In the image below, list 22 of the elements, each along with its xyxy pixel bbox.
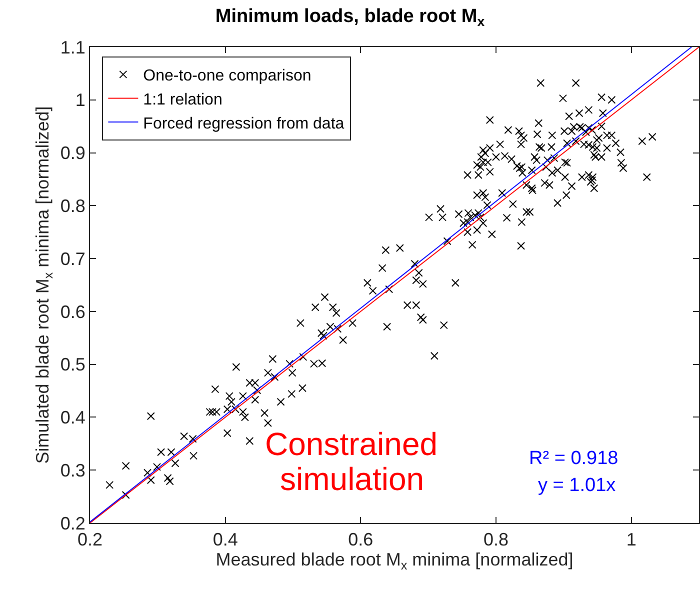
legend-label: Forced regression from data: [143, 115, 344, 132]
y-tick-label: 0.5: [60, 354, 86, 375]
y-tick-label: 0.6: [60, 302, 86, 322]
y-tick-label: 0.4: [60, 408, 86, 428]
y-tick-label: 0.3: [60, 460, 86, 480]
annotation: y = 1.01x: [538, 475, 616, 496]
y-tick-label: 0.7: [60, 248, 86, 269]
x-tick-label: 0.6: [348, 530, 374, 550]
x-tick-label: 0.4: [212, 530, 238, 550]
x-tick-label: 1: [626, 530, 636, 550]
legend-label: One-to-one comparison: [143, 68, 312, 85]
y-tick-label: 0.9: [60, 143, 86, 164]
x-axis-title: Measured blade root M$_{x}$ minima [normalized]: [216, 550, 574, 572]
x-tick-label: 0.8: [483, 530, 509, 550]
y-tick-label: 1: [75, 90, 86, 110]
chart-title: Minimum loads, blade root M$_{x}$: [215, 6, 486, 30]
annotation: R² = 0.918: [529, 448, 618, 469]
y-tick-label: 1.1: [60, 37, 86, 58]
y-tick-label: 0.8: [60, 196, 86, 216]
annotation: simulation: [280, 461, 424, 497]
legend-label: 1:1 relation: [143, 91, 222, 108]
annotation: Constrained: [265, 426, 438, 462]
